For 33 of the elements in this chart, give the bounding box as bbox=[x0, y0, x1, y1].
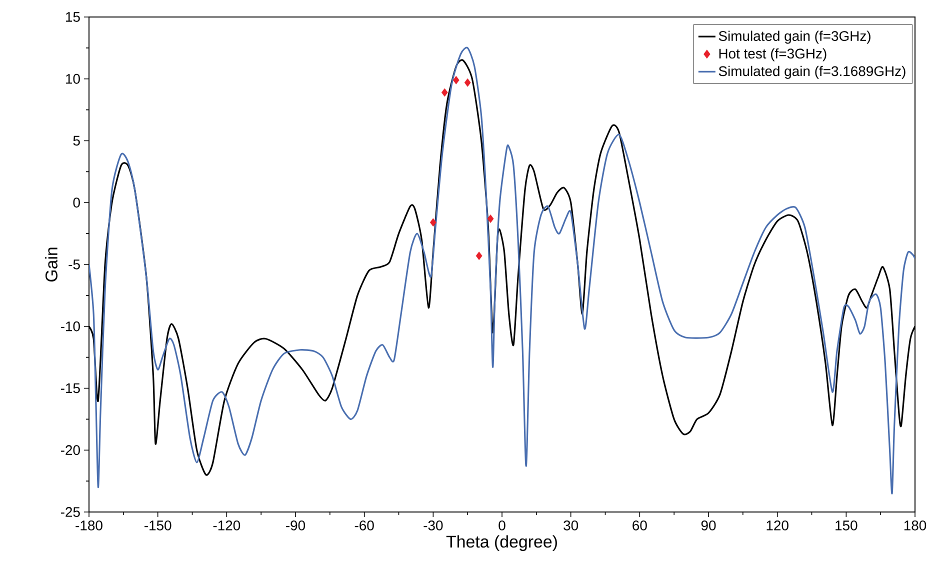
y-tick-label: 0 bbox=[73, 198, 80, 208]
x-tick-label: 0 bbox=[498, 520, 506, 530]
point bbox=[487, 214, 494, 223]
x-tick-label: 180 bbox=[904, 520, 926, 530]
x-tick-label: 90 bbox=[701, 520, 716, 530]
x-tick-label: -30 bbox=[424, 520, 443, 530]
legend-label: Hot test (f=3GHz) bbox=[719, 48, 826, 62]
y-tick-label: -5 bbox=[68, 260, 80, 270]
x-tick-label: 30 bbox=[564, 520, 578, 530]
x-tick-label: 150 bbox=[836, 520, 858, 530]
y-tick-label: 5 bbox=[73, 136, 80, 146]
x-tick-label: 60 bbox=[632, 520, 647, 530]
x-tick-label: -150 bbox=[144, 520, 172, 530]
x-tick-label: 120 bbox=[766, 520, 788, 530]
x-tick-label: -90 bbox=[286, 520, 306, 530]
y-tick-label: -10 bbox=[60, 321, 80, 332]
x-axis-title: Theta (degree) bbox=[446, 535, 557, 552]
y-tick-label: -25 bbox=[60, 507, 80, 517]
legend-label: Simulated gain (f=3.1689GHz) bbox=[718, 66, 906, 79]
point bbox=[441, 88, 448, 97]
y-axis-title: Gain bbox=[45, 248, 58, 282]
y-tick-label: 15 bbox=[66, 12, 80, 22]
y-tick-label: 10 bbox=[66, 74, 80, 84]
point bbox=[452, 76, 460, 84]
x-tick-label: -120 bbox=[213, 520, 240, 530]
legend-label: Simulated gain (f=3GHz) bbox=[718, 30, 870, 44]
x-tick-label: -60 bbox=[354, 520, 374, 530]
x-tick-label: -180 bbox=[76, 520, 102, 530]
y-tick-label: -15 bbox=[60, 383, 80, 394]
point bbox=[430, 218, 436, 227]
point bbox=[476, 252, 482, 260]
y-tick-label: -20 bbox=[60, 445, 80, 456]
point bbox=[464, 78, 471, 87]
